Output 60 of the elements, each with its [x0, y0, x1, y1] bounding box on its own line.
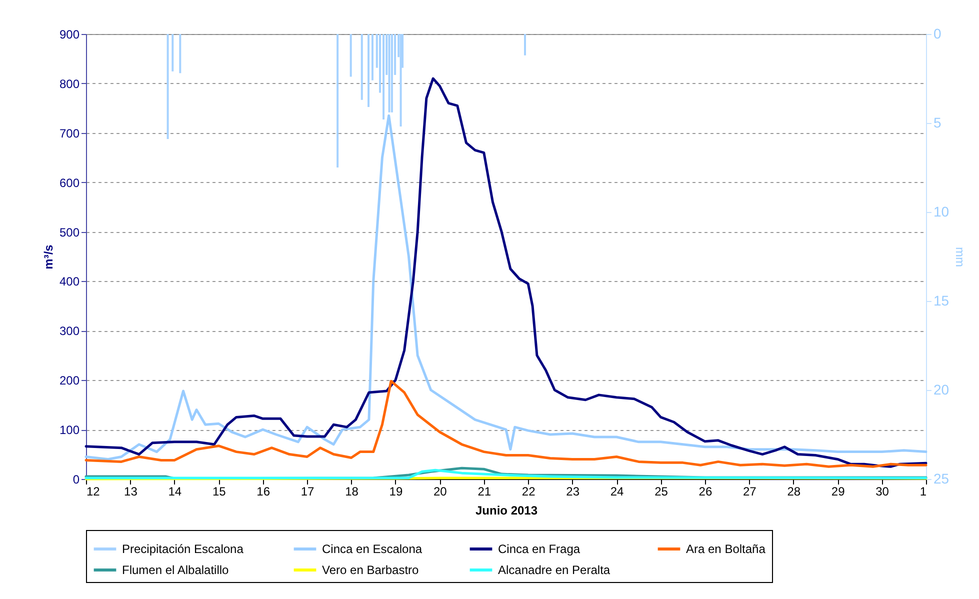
bar [524, 34, 526, 56]
legend-label: Vero en Barbastro [322, 563, 420, 577]
x-tick-label: 12 [86, 484, 100, 498]
y2-tick-label: 20 [934, 382, 950, 398]
bar [388, 34, 390, 112]
y-tick-label: 500 [59, 225, 80, 240]
legend-label: Flumen el Albalatillo [122, 563, 230, 577]
y-tick-label: 400 [59, 274, 80, 289]
x-tick-label: 16 [256, 484, 270, 498]
y-tick-label: 100 [59, 423, 80, 438]
legend-label: Cinca en Fraga [498, 542, 580, 556]
x-tick-label: 29 [831, 484, 846, 498]
bar [360, 34, 363, 100]
bar [179, 34, 182, 74]
line-series [84, 380, 928, 468]
y-tick-label: 900 [59, 28, 80, 42]
bar [382, 34, 385, 120]
x-tick-label: 24 [610, 484, 624, 498]
bar [400, 34, 402, 127]
x-tick-label: 22 [522, 484, 536, 498]
bar [336, 34, 339, 168]
x-tick-label: 18 [345, 484, 359, 498]
x-tick-label: 20 [434, 484, 448, 498]
bar [166, 34, 169, 140]
x-tick-label: 15 [212, 484, 226, 498]
y-axis-title: m³/s [41, 244, 56, 270]
y2-tick-label: 5 [934, 114, 942, 130]
x-tick-label: 17 [300, 484, 315, 498]
y-tick-label: 800 [59, 76, 80, 91]
x-tick-label: 13 [124, 484, 138, 498]
legend-label: Cinca en Escalona [322, 542, 422, 556]
x-tick-label: 28 [787, 484, 801, 498]
y2-axis-title: mm [953, 247, 968, 267]
x-tick-label: 25 [654, 484, 668, 498]
y2-tick-label: 0 [934, 26, 942, 42]
y-tick-label: 700 [59, 126, 80, 140]
y-tick-label: 0 [72, 472, 80, 486]
y-tick-label: 600 [59, 176, 80, 190]
x-tick-label: 27 [742, 484, 757, 498]
bar [371, 34, 374, 80]
y2-tick-label: 10 [934, 204, 950, 220]
bar [350, 34, 352, 77]
y-tick-label: 200 [59, 374, 80, 388]
x-tick-label: 19 [389, 484, 403, 498]
y-tick-label: 300 [59, 324, 80, 338]
bar [368, 34, 370, 107]
y2-tick-label: 25 [934, 470, 950, 486]
bar [390, 34, 393, 112]
x-tick-label: 21 [478, 484, 492, 498]
x-tick-label: 26 [698, 484, 712, 498]
legend-label: Alcanadre en Peralta [498, 563, 610, 577]
x-tick-label: 30 [876, 484, 890, 498]
x-tick-label: 23 [566, 484, 580, 498]
x-axis-title: Junio 2013 [475, 504, 538, 518]
x-tick-label: 1 [920, 484, 927, 498]
bar [172, 34, 174, 72]
y2-tick-label: 15 [934, 292, 950, 308]
legend-label: Precipitación Escalona [122, 542, 244, 556]
legend-label: Ara en Boltaña [686, 542, 766, 556]
x-tick-label: 14 [168, 484, 182, 498]
